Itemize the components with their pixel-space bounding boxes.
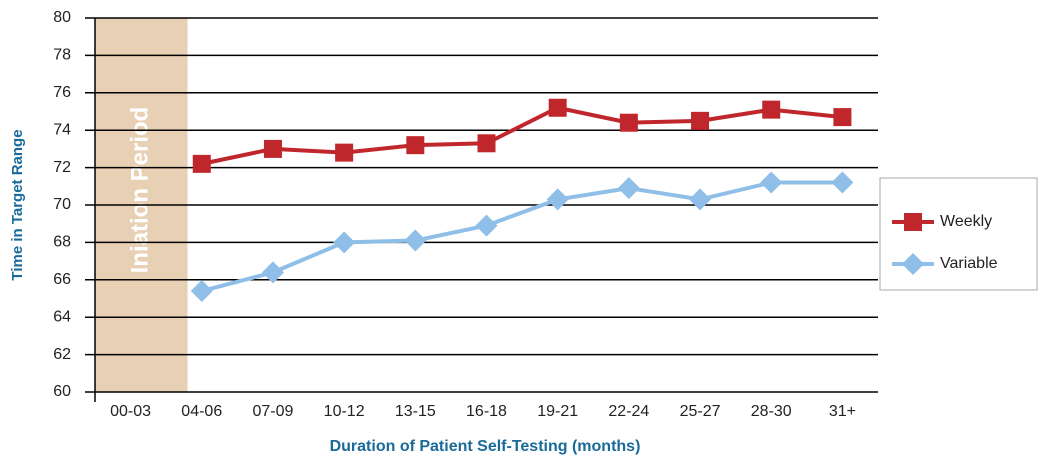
x-tick-label: 04-06	[181, 403, 222, 420]
point	[335, 143, 354, 162]
point	[333, 231, 356, 254]
x-tick-label: 28-30	[751, 403, 792, 420]
point	[190, 280, 213, 303]
x-tick-label: 19-21	[537, 403, 578, 420]
series-line	[201, 180, 843, 293]
y-tick-label: 80	[53, 9, 71, 26]
point	[261, 261, 284, 284]
point	[762, 100, 781, 119]
y-tick-label: 60	[53, 383, 71, 400]
x-tick-label: 16-18	[466, 403, 507, 420]
y-tick-label: 74	[53, 121, 71, 138]
point	[546, 188, 569, 211]
legend-box	[879, 177, 1038, 291]
point	[477, 134, 496, 153]
y-tick-label: 62	[53, 346, 71, 363]
x-tick-label: 22-24	[608, 403, 649, 420]
point	[760, 171, 783, 194]
point	[831, 171, 854, 194]
point	[475, 214, 498, 237]
x-tick-label: 10-12	[324, 403, 365, 420]
point	[404, 229, 427, 252]
y-tick-label: 70	[53, 196, 71, 213]
point	[263, 139, 282, 158]
x-tick-label: 31+	[829, 403, 856, 420]
point	[689, 188, 712, 211]
annotation: Iniation Period	[127, 107, 154, 274]
x-tick-label: 07-09	[252, 403, 293, 420]
point	[192, 154, 211, 173]
y-tick-label: 72	[53, 159, 71, 176]
y-tick-label: 66	[53, 271, 71, 288]
point	[619, 113, 638, 132]
point	[833, 108, 852, 127]
y-tick-label: 64	[53, 308, 71, 325]
y-tick-label: 68	[53, 234, 71, 251]
x-tick-label: 13-15	[395, 403, 436, 420]
x-axis-title: Duration of Patient Self-Testing (months…	[330, 438, 641, 455]
legend-marker	[902, 253, 924, 275]
point	[406, 136, 425, 155]
point	[548, 98, 567, 117]
legend-label: Variable	[940, 255, 998, 272]
y-tick-label: 78	[53, 47, 71, 64]
legend-marker	[904, 213, 922, 231]
y-axis-title: Time in Target Range	[9, 129, 26, 280]
legend-label: Weekly	[940, 213, 992, 230]
x-tick-label: 25-27	[680, 403, 721, 420]
series-line	[201, 105, 843, 166]
point	[617, 177, 640, 200]
y-tick-label: 76	[53, 84, 71, 101]
x-tick-label: 00-03	[110, 403, 151, 420]
point	[691, 111, 710, 130]
